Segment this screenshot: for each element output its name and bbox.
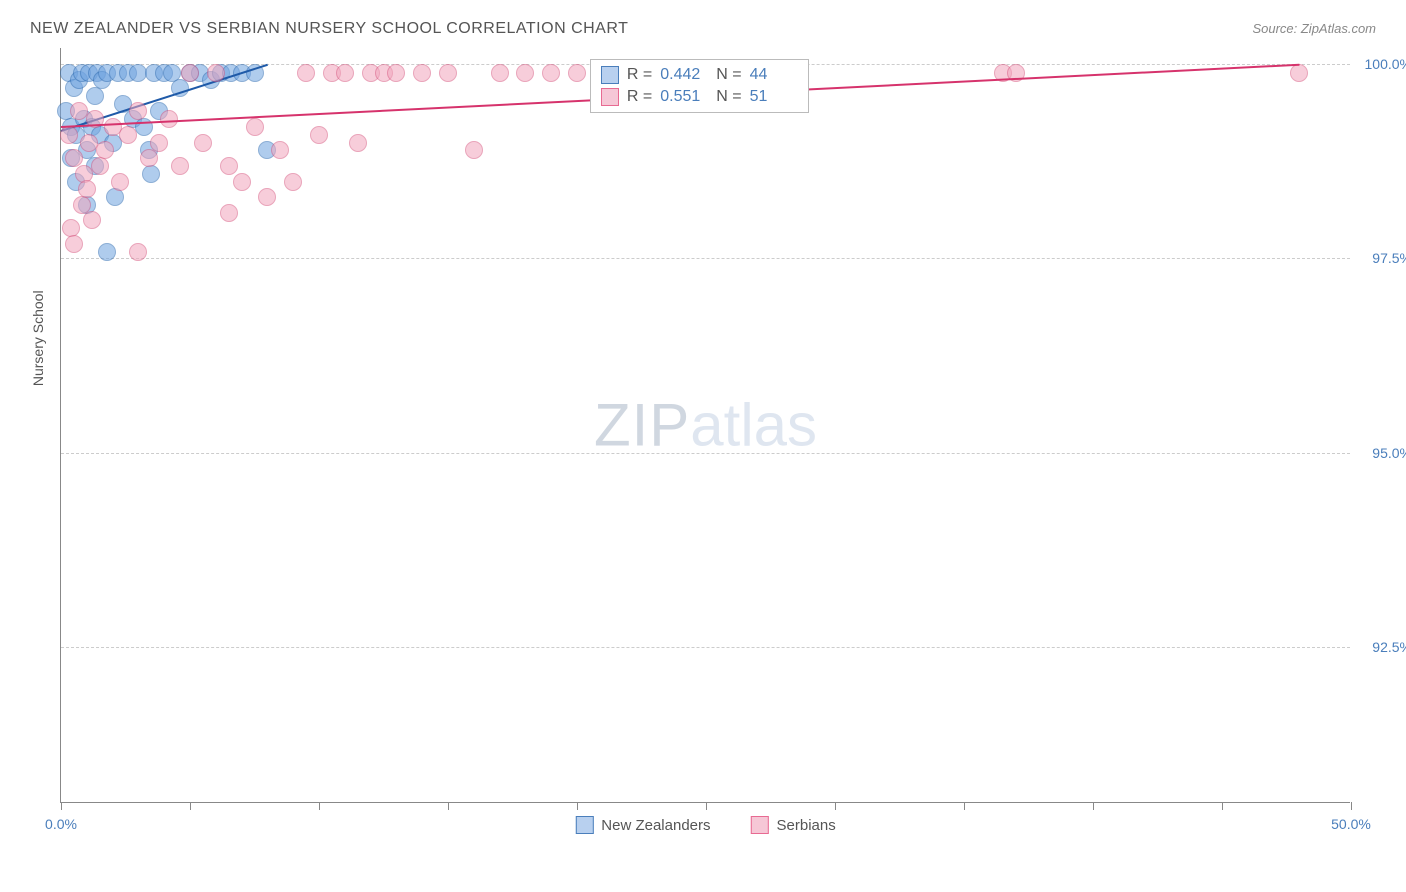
stats-r-value: 0.551 [660, 88, 708, 106]
data-point [207, 64, 225, 82]
x-tick-label: 50.0% [1331, 816, 1371, 832]
legend-item: New Zealanders [575, 816, 710, 834]
data-point [516, 64, 534, 82]
stats-n-label: N = [716, 66, 741, 84]
data-point [181, 64, 199, 82]
y-axis-label: Nursery School [30, 290, 46, 386]
data-point [1290, 64, 1308, 82]
data-point [91, 157, 109, 175]
data-point [96, 141, 114, 159]
x-tick [1351, 802, 1352, 810]
data-point [233, 173, 251, 191]
data-point [150, 134, 168, 152]
data-point [413, 64, 431, 82]
legend: New Zealanders Serbians [575, 816, 835, 834]
data-point [387, 64, 405, 82]
legend-swatch [575, 816, 593, 834]
x-tick [706, 802, 707, 810]
y-tick-label: 100.0% [1357, 56, 1406, 72]
x-tick [1093, 802, 1094, 810]
x-tick [319, 802, 320, 810]
x-tick [448, 802, 449, 810]
x-tick [190, 802, 191, 810]
data-point [297, 64, 315, 82]
data-point [491, 64, 509, 82]
data-point [78, 180, 96, 198]
data-point [111, 173, 129, 191]
stats-n-label: N = [716, 88, 741, 106]
source-attribution: Source: ZipAtlas.com [1252, 21, 1376, 36]
stats-r-label: R = [627, 66, 652, 84]
chart-container: Nursery School ZIPatlas 92.5%95.0%97.5%1… [60, 48, 1376, 803]
data-point [271, 141, 289, 159]
data-point [140, 149, 158, 167]
x-tick [835, 802, 836, 810]
data-point [465, 141, 483, 159]
stats-box: R = 0.442 N = 44 R = 0.551 N = 51 [590, 59, 809, 113]
data-point [119, 126, 137, 144]
data-point [246, 118, 264, 136]
data-point [310, 126, 328, 144]
data-point [284, 173, 302, 191]
data-point [171, 157, 189, 175]
stats-n-value: 51 [750, 88, 798, 106]
stats-r-value: 0.442 [660, 66, 708, 84]
legend-swatch [751, 816, 769, 834]
data-point [220, 157, 238, 175]
x-tick [964, 802, 965, 810]
plot-area: ZIPatlas 92.5%95.0%97.5%100.0%0.0%50.0%R… [60, 48, 1350, 803]
legend-item: Serbians [751, 816, 836, 834]
stats-swatch [601, 88, 619, 106]
x-tick [577, 802, 578, 810]
data-point [129, 102, 147, 120]
y-tick-label: 97.5% [1357, 250, 1406, 266]
x-tick [1222, 802, 1223, 810]
data-point [106, 188, 124, 206]
data-point [220, 204, 238, 222]
chart-title: NEW ZEALANDER VS SERBIAN NURSERY SCHOOL … [30, 20, 628, 38]
legend-label: New Zealanders [601, 817, 710, 834]
data-point [65, 235, 83, 253]
y-tick-label: 92.5% [1357, 639, 1406, 655]
watermark-atlas: atlas [690, 392, 817, 459]
stats-n-value: 44 [750, 66, 798, 84]
x-tick [61, 802, 62, 810]
data-point [194, 134, 212, 152]
data-point [349, 134, 367, 152]
data-point [258, 188, 276, 206]
gridline [61, 647, 1350, 648]
data-point [142, 165, 160, 183]
data-point [60, 126, 78, 144]
watermark-zip: ZIP [594, 392, 690, 459]
stats-swatch [601, 66, 619, 84]
data-point [439, 64, 457, 82]
stats-r-label: R = [627, 88, 652, 106]
x-tick-label: 0.0% [45, 816, 77, 832]
gridline [61, 453, 1350, 454]
data-point [542, 64, 560, 82]
gridline [61, 258, 1350, 259]
watermark: ZIPatlas [594, 391, 817, 460]
data-point [129, 243, 147, 261]
data-point [98, 243, 116, 261]
data-point [86, 87, 104, 105]
stats-row: R = 0.551 N = 51 [601, 86, 798, 108]
y-tick-label: 95.0% [1357, 445, 1406, 461]
data-point [83, 211, 101, 229]
stats-row: R = 0.442 N = 44 [601, 64, 798, 86]
data-point [336, 64, 354, 82]
legend-label: Serbians [777, 817, 836, 834]
data-point [568, 64, 586, 82]
